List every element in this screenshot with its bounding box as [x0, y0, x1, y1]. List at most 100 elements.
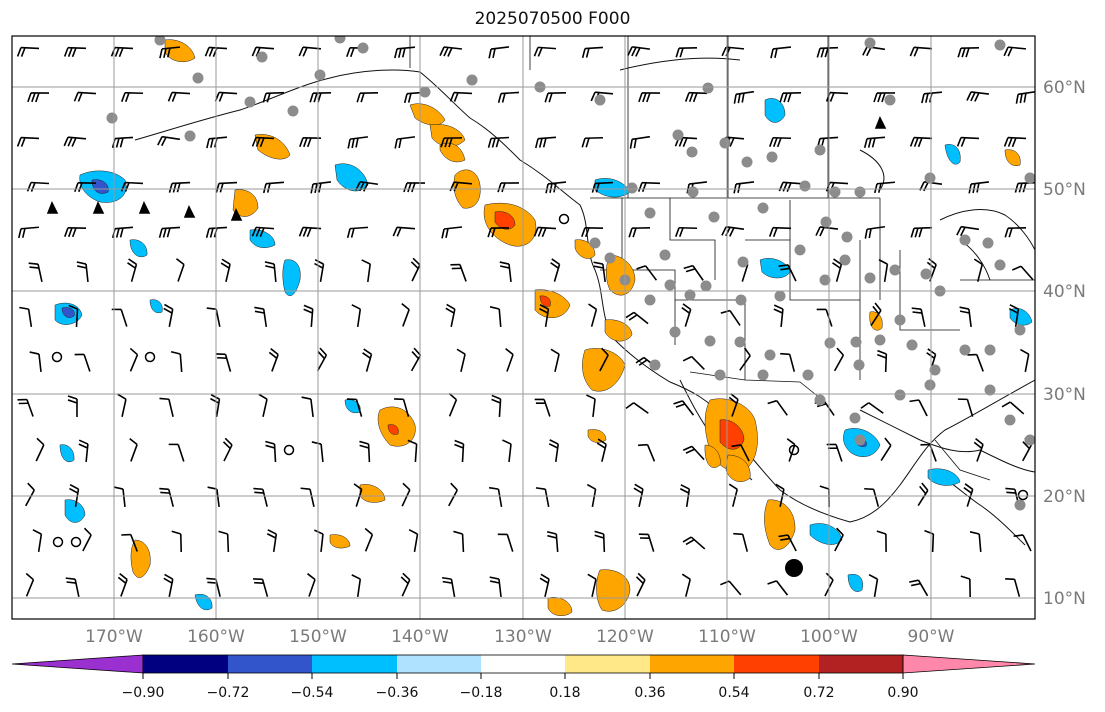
station-marker — [419, 86, 431, 98]
wind-barb — [111, 136, 134, 148]
station-marker — [192, 72, 204, 84]
wind-barb — [392, 226, 416, 237]
wind-barb — [969, 531, 982, 553]
wind-barb — [876, 530, 887, 553]
colorbar-tick-label: −0.90 — [122, 685, 165, 701]
wind-barb — [731, 444, 750, 462]
wind-barb — [220, 258, 231, 282]
wind-barb — [121, 91, 144, 103]
colorbar-tick-label: −0.36 — [376, 685, 419, 701]
latitude-label: 40°N — [1043, 282, 1086, 302]
wind-barb — [28, 262, 43, 282]
wind-barb — [683, 264, 704, 281]
wind-barb — [1008, 304, 1020, 328]
wind-barb — [175, 258, 185, 282]
wind-barb — [909, 46, 933, 57]
wind-barb — [117, 573, 128, 597]
wind-barb — [210, 394, 221, 418]
wind-barb — [497, 182, 520, 193]
wind-barb — [593, 261, 606, 283]
gridlines — [12, 36, 1035, 619]
wind-barb — [775, 483, 785, 507]
wind-barb — [361, 259, 371, 283]
wind-barb — [588, 303, 598, 327]
wind-barb — [682, 355, 705, 370]
wind-barb — [910, 226, 933, 238]
colorbar: −0.90 −0.72 −0.54 −0.36 −0.18 0.18 0.36 … — [11, 654, 1036, 701]
wind-barb — [960, 575, 971, 598]
wind-barb — [216, 353, 232, 372]
wind-barb — [488, 46, 510, 59]
wind-barb — [864, 225, 886, 239]
wind-barb — [25, 572, 35, 597]
wind-barb — [956, 136, 980, 147]
wind-barb — [721, 226, 745, 237]
station-marker — [314, 69, 326, 81]
wind-barb — [1013, 534, 1032, 552]
wind-barb — [67, 395, 78, 418]
longitude-label: 160°W — [187, 627, 245, 647]
station-marker — [984, 344, 996, 356]
wind-barb — [550, 348, 560, 372]
wind-barb — [834, 527, 844, 552]
wind-barb — [1003, 136, 1027, 148]
station-marker — [766, 151, 778, 163]
wind-barb — [158, 226, 181, 238]
station-marker — [864, 37, 876, 49]
wind-barb — [303, 304, 314, 328]
station-marker — [659, 249, 671, 261]
wind-barb — [586, 483, 597, 507]
wind-barb — [268, 348, 279, 372]
wind-barb — [637, 181, 661, 193]
wind-barb — [591, 181, 614, 193]
station-marker — [994, 39, 1006, 51]
station-marker — [874, 334, 886, 346]
colorbar-tick-label: −0.54 — [291, 685, 334, 701]
wind-barb — [488, 486, 503, 508]
wind-barb — [825, 91, 849, 102]
wind-barb — [625, 402, 649, 414]
wind-barb — [786, 438, 796, 462]
colorbar-extend-high — [902, 654, 1036, 674]
wind-barb — [957, 47, 980, 58]
longitude-label: 100°W — [800, 627, 858, 647]
open-station-marker — [558, 213, 570, 225]
colorbar-segment — [228, 655, 312, 673]
station-marker — [864, 272, 876, 284]
map-title: 2025070500 F000 — [474, 9, 631, 29]
longitude-label: 120°W — [596, 627, 654, 647]
wind-barb — [917, 482, 929, 507]
wind-barb — [18, 226, 40, 239]
station-marker — [854, 434, 866, 446]
station-marker — [700, 280, 712, 292]
wind-barb — [170, 350, 183, 373]
station-marker — [820, 216, 832, 228]
wind-barb — [638, 443, 656, 462]
wind-barb — [309, 91, 332, 103]
latitude-axis: 60°N 50°N 40°N 30°N 20°N 10°N — [1043, 78, 1086, 609]
wind-barb — [206, 577, 221, 597]
wind-barb — [347, 136, 369, 149]
wind-barb — [733, 181, 755, 194]
longitude-axis: 170°W 160°W 150°W 140°W 130°W 120°W 110°… — [85, 627, 955, 647]
wind-barb — [628, 227, 651, 238]
large-station-marker — [785, 559, 803, 577]
colorbar-segment — [397, 655, 481, 673]
station-marker — [357, 42, 369, 54]
wind-barb — [832, 258, 843, 282]
wind-barb — [168, 181, 191, 193]
wind-barb — [1011, 265, 1034, 281]
station-marker — [814, 144, 826, 156]
wind-barb — [127, 258, 138, 282]
wind-barb — [27, 92, 50, 103]
wind-barb — [581, 226, 604, 238]
wind-barb — [445, 303, 456, 327]
wind-barb — [909, 399, 928, 417]
wind-barb — [206, 307, 221, 327]
station-marker — [644, 207, 656, 219]
wind-barb — [681, 303, 692, 327]
contour-fills — [54, 39, 1033, 616]
wind-barb — [497, 91, 520, 103]
wind-barb — [454, 439, 465, 463]
colorbar-segment — [734, 655, 819, 673]
